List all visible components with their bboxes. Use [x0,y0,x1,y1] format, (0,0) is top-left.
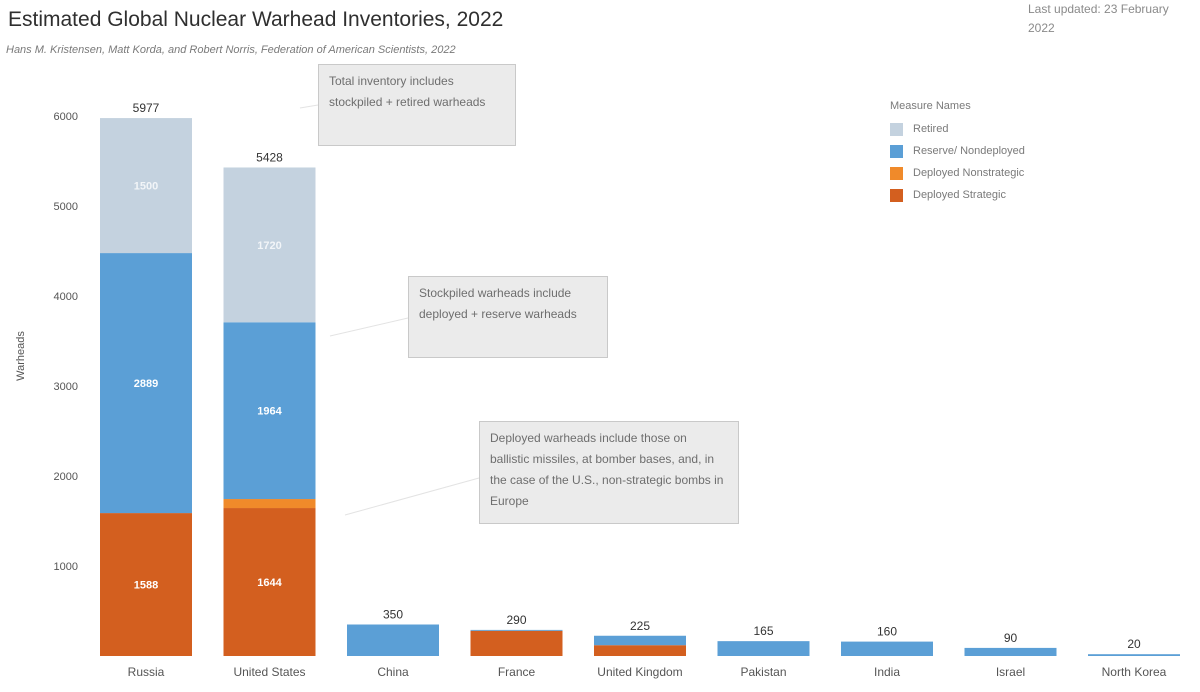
legend-swatch [890,188,903,202]
y-tick-label: 4000 [54,291,78,303]
legend-item-deployed-nonstrategic: Deployed Nonstrategic [890,162,1025,184]
total-label: 225 [630,619,650,633]
x-tick-label: China [377,665,409,679]
callout-leader-line [299,104,319,109]
callout-deployed: Deployed warheads include those on balli… [479,421,739,524]
x-tick-label: Israel [996,665,1025,679]
legend-label: Deployed Strategic [913,189,1006,201]
bar-pakistan-reserve-nondeployed [717,641,810,656]
legend-swatch [890,122,903,136]
y-tick-label: 5000 [54,201,78,213]
total-label: 20 [1127,637,1141,651]
bar-united-states-reserve-nondeployed [223,322,316,500]
total-label: 5977 [133,101,160,115]
legend-swatch [890,166,903,180]
total-label: 165 [753,624,773,638]
bar-united-states-retired [223,167,316,323]
legend: Measure Names Retired Reserve/ Nondeploye… [890,100,1025,206]
bar-united-kingdom-reserve-nondeployed [594,635,686,646]
x-tick-label: United States [233,665,305,679]
bar-france-reserve-nondeployed [470,629,563,631]
bar-china-reserve-nondeployed [347,624,439,656]
total-label: 290 [506,613,526,627]
legend-label: Retired [913,123,949,135]
legend-swatch [890,144,903,158]
callout-leader-line [329,317,409,337]
bar-russia-deployed-strategic [100,513,192,656]
y-tick-label: 2000 [54,471,78,483]
segment-label: 2889 [134,378,158,390]
legend-title: Measure Names [890,100,971,112]
x-tick-label: France [498,665,536,679]
segment-label: 1644 [257,577,282,589]
bar-united-states-deployed-strategic [223,508,316,656]
callout-stockpiled: Stockpiled warheads include deployed + r… [408,276,608,358]
y-tick-label: 1000 [54,561,78,573]
bar-united-states-deployed-nonstrategic [223,499,316,509]
total-label: 5428 [256,150,283,164]
x-tick-label: Pakistan [740,665,786,679]
bar-north-korea-reserve-nondeployed [1088,654,1180,656]
callout-leader-line [344,477,480,516]
x-tick-label: United Kingdom [597,665,682,679]
x-tick-label: Russia [128,665,165,679]
bar-india-reserve-nondeployed [841,641,933,656]
total-label: 90 [1004,631,1018,645]
legend-label: Reserve/ Nondeployed [913,145,1025,157]
callout-total-inventory: Total inventory includes stockpiled + re… [318,64,516,146]
segment-label: 1720 [257,240,281,252]
last-updated-text: Last updated: 23 February 2022 [1028,2,1169,35]
chart-title: Estimated Global Nuclear Warhead Invento… [8,8,504,31]
y-tick-label: 3000 [54,381,78,393]
bar-israel-reserve-nondeployed [964,647,1057,656]
legend-item-retired: Retired [890,118,1025,140]
segment-label: 1500 [134,181,158,193]
legend-label: Deployed Nonstrategic [913,167,1025,179]
x-tick-label: North Korea [1102,665,1167,679]
bar-france-deployed-strategic [470,630,563,656]
bar-russia-reserve-nondeployed [100,253,192,514]
bar-russia-retired [100,118,192,254]
chart-subtitle: Hans M. Kristensen, Matt Korda, and Robe… [6,44,456,56]
segment-label: 1588 [134,580,158,592]
total-label: 160 [877,625,897,639]
segment-label: 1964 [257,406,282,418]
y-tick-label: 6000 [54,111,78,123]
legend-item-reserve-nondeployed: Reserve/ Nondeployed [890,140,1025,162]
bar-united-kingdom-deployed-strategic [594,645,686,656]
x-tick-label: India [874,665,900,679]
legend-item-deployed-strategic: Deployed Strategic [890,184,1025,206]
total-label: 350 [383,608,403,622]
